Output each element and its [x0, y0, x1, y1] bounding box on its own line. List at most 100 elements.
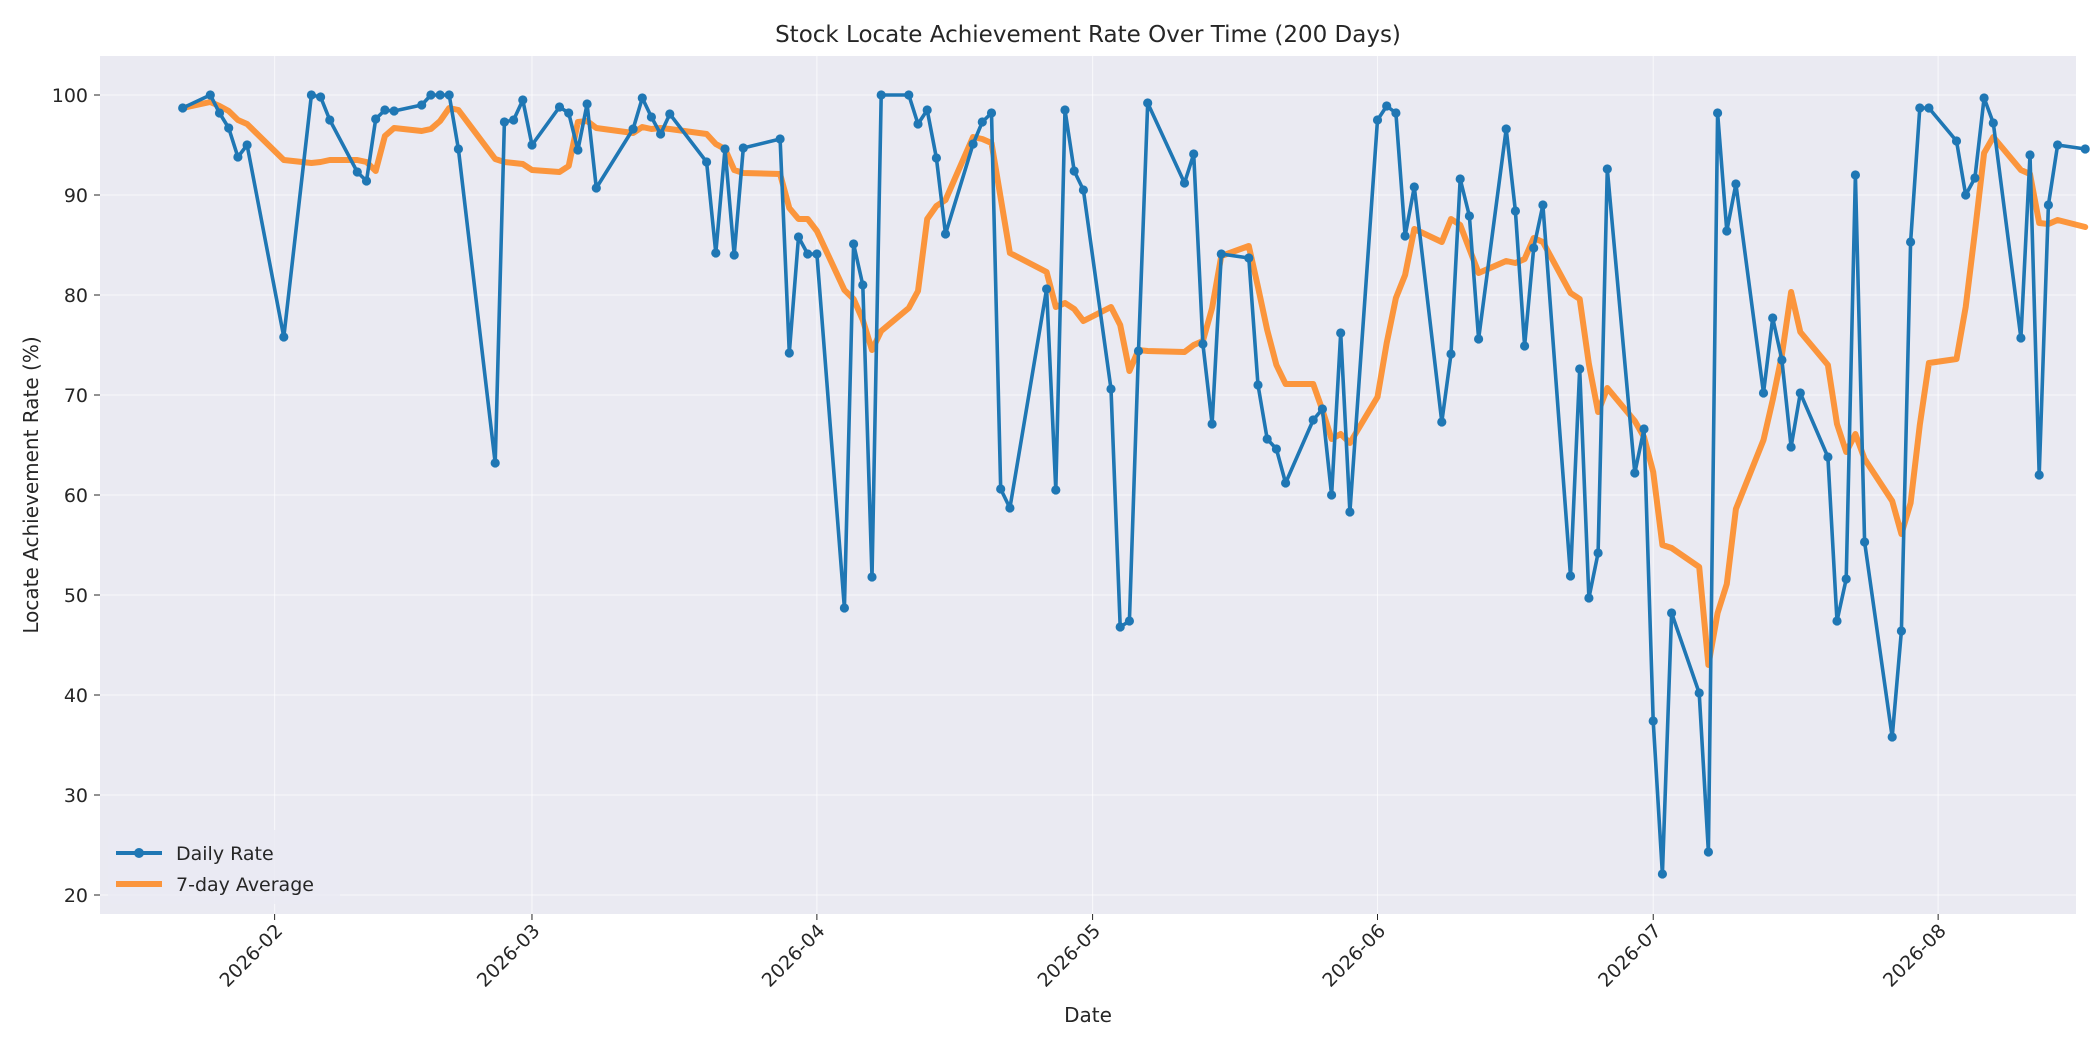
data-point — [1667, 608, 1677, 618]
data-point — [904, 90, 914, 100]
data-point — [1133, 346, 1144, 356]
x-tick-label: 2026-02 — [215, 920, 287, 992]
data-point — [1437, 417, 1447, 427]
data-point — [1832, 616, 1842, 626]
data-point — [1924, 103, 1934, 113]
data-point — [1731, 179, 1741, 189]
data-point — [233, 152, 243, 162]
data-point — [1051, 485, 1061, 495]
data-point — [1988, 118, 1998, 128]
y-tick-label: 20 — [64, 885, 88, 907]
data-point — [1575, 364, 1585, 374]
data-point — [1961, 190, 1971, 200]
x-tick-label: 2026-08 — [1879, 920, 1951, 992]
data-point — [637, 93, 647, 103]
data-point — [1648, 716, 1658, 726]
data-point — [656, 129, 666, 139]
data-point — [371, 114, 381, 124]
data-point — [2034, 470, 2044, 480]
data-point — [1896, 626, 1906, 636]
data-point — [1198, 339, 1208, 349]
data-point — [1345, 507, 1355, 517]
data-point — [784, 348, 794, 358]
grid — [100, 56, 2076, 914]
data-point — [518, 95, 528, 105]
data-point — [1179, 178, 1190, 188]
data-point — [1244, 253, 1254, 263]
data-point — [1841, 574, 1851, 584]
data-point — [711, 248, 721, 258]
data-point — [2043, 200, 2053, 210]
data-point — [1906, 237, 1916, 247]
data-point — [527, 140, 537, 150]
data-point — [793, 232, 804, 242]
data-point — [867, 572, 877, 582]
data-point — [435, 90, 445, 100]
data-point — [1271, 444, 1281, 454]
data-point — [803, 249, 813, 259]
data-point — [2053, 140, 2063, 150]
legend-box — [108, 830, 340, 904]
data-point — [1501, 124, 1511, 134]
data-point — [1703, 847, 1713, 857]
data-point — [224, 123, 234, 133]
legend: Daily Rate 7-day Average — [108, 830, 340, 904]
x-tick-label: 2026-03 — [473, 920, 545, 992]
data-point — [242, 140, 252, 150]
data-point — [968, 139, 978, 149]
y-tick-label: 90 — [64, 185, 88, 207]
data-point — [940, 229, 951, 239]
data-point — [2080, 144, 2090, 154]
data-point — [508, 115, 519, 125]
data-point — [729, 250, 739, 260]
data-point — [1584, 593, 1594, 603]
y-tick-label: 70 — [64, 385, 88, 407]
data-point — [1189, 149, 1199, 159]
data-point — [1510, 206, 1520, 216]
data-point — [849, 239, 859, 249]
data-point — [1887, 732, 1897, 742]
data-point — [1069, 166, 1079, 176]
y-axis-label: Locate Achievement Rate (%) — [19, 336, 43, 633]
data-point — [1538, 200, 1548, 210]
data-point — [2025, 150, 2035, 160]
x-tick-label: 2026-07 — [1594, 920, 1666, 992]
data-point — [1078, 185, 1088, 195]
data-point — [214, 108, 225, 118]
data-point — [1124, 616, 1134, 626]
data-point — [1970, 173, 1980, 183]
data-point — [1262, 434, 1272, 444]
y-tick-label: 100 — [52, 85, 88, 107]
data-point — [1317, 404, 1327, 414]
data-point — [1372, 115, 1383, 125]
data-point — [1694, 688, 1704, 698]
data-point — [426, 90, 436, 100]
data-point — [499, 117, 509, 127]
data-point — [1474, 334, 1484, 344]
data-point — [1823, 452, 1833, 462]
data-point — [1565, 571, 1576, 581]
data-point — [1455, 174, 1465, 184]
x-tick-label: 2026-05 — [1033, 920, 1105, 992]
data-point — [1005, 503, 1015, 513]
data-point — [1382, 101, 1392, 111]
data-point — [1464, 211, 1474, 221]
data-point — [2016, 333, 2026, 343]
data-point — [380, 105, 390, 115]
data-point — [977, 117, 987, 127]
y-tick-label: 40 — [64, 685, 88, 707]
data-point — [1281, 478, 1291, 488]
x-tick-label: 2026-04 — [758, 920, 830, 992]
data-point — [591, 183, 601, 193]
data-point — [490, 458, 500, 468]
data-point — [1253, 380, 1263, 390]
data-point — [646, 112, 657, 122]
data-point — [306, 90, 316, 100]
y-tick-label: 80 — [64, 285, 88, 307]
data-point — [628, 124, 638, 134]
series-layer — [178, 90, 2090, 879]
data-point — [564, 108, 574, 118]
x-axis-label: Date — [1064, 1003, 1112, 1027]
data-point — [1143, 98, 1153, 108]
data-point — [1400, 231, 1410, 241]
